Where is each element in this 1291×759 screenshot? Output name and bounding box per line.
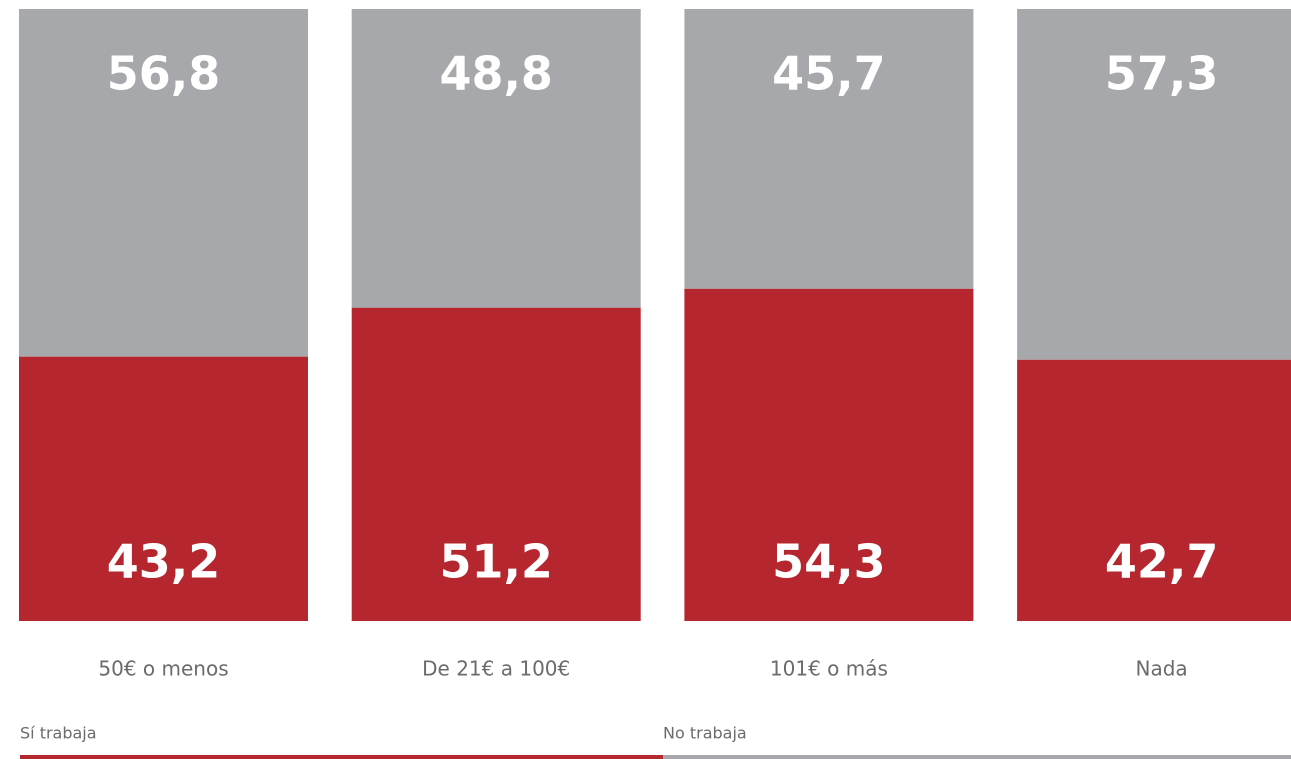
bar-segment bbox=[684, 288, 974, 621]
bar-segment bbox=[1017, 9, 1291, 360]
x-tick-label: 101€ o más bbox=[770, 657, 888, 681]
bar-segment bbox=[1017, 359, 1291, 621]
legend-swatch bbox=[20, 755, 663, 759]
legend-label: No trabaja bbox=[663, 724, 747, 743]
x-tick-label: Nada bbox=[1136, 657, 1188, 681]
legend-label: Sí trabaja bbox=[20, 724, 97, 743]
value-label: 45,7 bbox=[772, 47, 886, 101]
value-label: 57,3 bbox=[1105, 47, 1219, 101]
value-label: 54,3 bbox=[772, 535, 886, 589]
x-tick-label: De 21€ a 100€ bbox=[422, 657, 570, 681]
bar-segment bbox=[351, 307, 641, 621]
value-label: 42,7 bbox=[1105, 535, 1219, 589]
value-label: 48,8 bbox=[439, 47, 553, 101]
value-label: 51,2 bbox=[439, 535, 553, 589]
bar-segment bbox=[19, 9, 308, 357]
value-label: 43,2 bbox=[107, 535, 221, 589]
x-tick-label: 50€ o menos bbox=[98, 657, 228, 681]
bar-segment bbox=[684, 9, 974, 289]
bar-segment bbox=[351, 9, 641, 308]
bar-segment bbox=[19, 356, 308, 621]
value-label: 56,8 bbox=[107, 47, 221, 101]
legend-swatch bbox=[663, 755, 1291, 759]
